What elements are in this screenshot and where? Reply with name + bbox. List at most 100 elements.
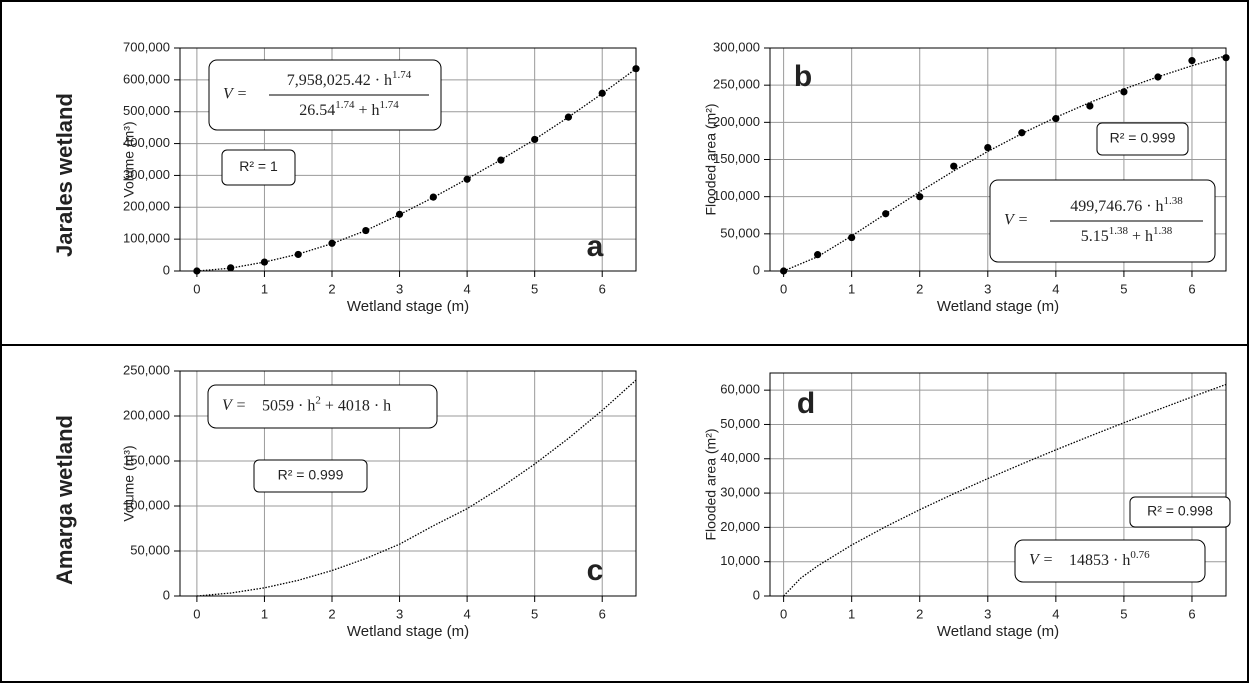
equation-expression: 5059 · h2 + 4018 · h (262, 394, 391, 414)
x-tick-label: 5 (531, 606, 538, 621)
equation-numerator: 499,746.76 · h1.38 (1070, 195, 1183, 215)
data-point (497, 156, 505, 164)
r2-box (1096, 122, 1189, 156)
y-tick-label: 0 (753, 587, 760, 602)
equation-box (207, 384, 438, 429)
y-tick-label: 150,000 (713, 151, 760, 166)
fit-curve (783, 55, 1227, 272)
r2-label: R² = 0.998 (1147, 503, 1213, 519)
equation-part: 5059 · h (262, 397, 315, 414)
y-tick-label: 20,000 (720, 519, 760, 534)
y-tick-label: 300,000 (123, 167, 170, 182)
y-tick-label: 40,000 (720, 450, 760, 465)
panel-label: c (587, 554, 604, 587)
x-tick-label: 3 (396, 606, 403, 621)
x-tick-label: 2 (328, 281, 335, 296)
y-tick-label: 200,000 (123, 199, 170, 214)
plot-border (769, 47, 1227, 272)
exponent: 1.74 (335, 99, 355, 111)
x-tick-label: 6 (599, 281, 606, 296)
exponent: 1.74 (392, 69, 412, 81)
y-tick-label: 100,000 (123, 497, 170, 512)
y-tick-label: 100,000 (713, 188, 760, 203)
x-tick-label: 0 (780, 606, 787, 621)
r2-label: R² = 0.999 (1110, 130, 1176, 146)
y-tick-label: 500,000 (123, 103, 170, 118)
data-point (260, 258, 269, 266)
x-tick-label: 0 (780, 281, 787, 296)
y-axis-label: Flooded area (m²) (703, 103, 719, 215)
y-tick-label: 0 (163, 262, 170, 277)
r2-box (221, 149, 296, 186)
x-tick-label: 6 (1188, 606, 1195, 621)
equation-part: 5.15 (1081, 228, 1109, 245)
x-tick-label: 2 (328, 606, 335, 621)
y-tick-label: 100,000 (123, 231, 170, 246)
x-tick-label: 3 (984, 606, 991, 621)
r2-label: R² = 1 (239, 158, 278, 174)
row-label: Jarales wetland (52, 93, 77, 257)
x-axis-label: Wetland stage (m) (347, 298, 469, 315)
equation-part: + 4018 · h (321, 397, 391, 414)
equation-part: 7,958,025.42 · h (287, 72, 392, 89)
equation-part: 14853 · h (1069, 552, 1130, 569)
x-tick-label: 4 (463, 606, 470, 621)
x-tick-label: 6 (599, 606, 606, 621)
exponent: 1.38 (1109, 225, 1129, 237)
x-tick-label: 3 (984, 281, 991, 296)
panel-label: d (797, 387, 815, 420)
r2-box (1129, 496, 1231, 528)
data-point (395, 210, 404, 218)
y-tick-label: 50,000 (720, 225, 760, 240)
y-tick-label: 300,000 (713, 39, 760, 54)
equation-lhs: V = (1029, 552, 1053, 569)
equation-lhs: V = (222, 397, 246, 414)
y-tick-label: 250,000 (713, 77, 760, 92)
equation-denominator: 5.151.38 + h1.38 (1081, 225, 1173, 245)
x-axis-label: Wetland stage (m) (937, 623, 1059, 640)
x-tick-label: 1 (261, 281, 268, 296)
y-axis-label: Volume (m³) (121, 121, 137, 197)
equation-expression: 14853 · h0.76 (1069, 549, 1150, 569)
plot-border (769, 372, 1227, 597)
equation-denominator: 26.541.74 + h1.74 (299, 99, 399, 119)
row-label: Amarga wetland (52, 415, 77, 585)
x-tick-label: 6 (1188, 281, 1195, 296)
fit-curve (196, 68, 637, 272)
data-point (848, 233, 856, 242)
exponent: 1.38 (1153, 225, 1173, 237)
y-tick-label: 700,000 (123, 39, 170, 54)
fit-curve (783, 383, 1227, 597)
y-tick-label: 600,000 (123, 71, 170, 86)
y-tick-label: 10,000 (720, 553, 760, 568)
data-point (1154, 73, 1162, 81)
x-tick-label: 5 (1120, 606, 1127, 621)
y-tick-label: 200,000 (713, 114, 760, 129)
x-tick-label: 4 (1052, 606, 1059, 621)
x-tick-label: 4 (463, 281, 470, 296)
y-tick-label: 0 (753, 262, 760, 277)
r2-box (253, 459, 368, 493)
y-tick-label: 50,000 (720, 416, 760, 431)
plot-border (179, 47, 637, 272)
x-tick-label: 0 (193, 606, 200, 621)
data-point (814, 251, 822, 259)
x-tick-label: 1 (848, 606, 855, 621)
equation-lhs: V = (1004, 212, 1028, 229)
exponent: 1.38 (1164, 195, 1184, 207)
data-point (1188, 57, 1196, 65)
x-tick-label: 4 (1052, 281, 1059, 296)
exponent: 2 (315, 394, 321, 406)
x-axis-label: Wetland stage (m) (937, 298, 1059, 315)
plot-border (179, 370, 637, 597)
equation-lhs: V = (223, 86, 247, 103)
x-tick-label: 5 (1120, 281, 1127, 296)
data-point (1222, 54, 1230, 62)
x-tick-label: 0 (193, 281, 200, 296)
x-axis-label: Wetland stage (m) (347, 623, 469, 640)
x-tick-label: 5 (531, 281, 538, 296)
y-tick-label: 200,000 (123, 407, 170, 422)
equation-box (1014, 539, 1206, 583)
